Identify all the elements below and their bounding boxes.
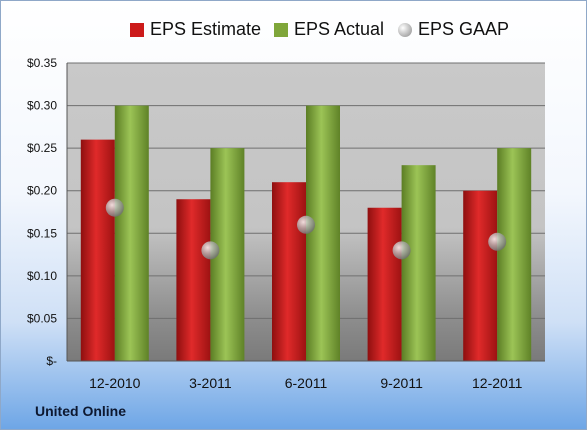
bar-eps-estimate (272, 182, 306, 361)
y-tick-label: $0.10 (27, 269, 57, 283)
bar-eps-actual (306, 105, 340, 361)
bars (80, 105, 532, 361)
legend-item-eps-actual: EPS Actual (274, 19, 384, 40)
gaap-marker (105, 198, 124, 217)
bar-eps-actual (114, 105, 149, 361)
gaap-marker (201, 241, 220, 260)
bar-eps-actual (497, 148, 532, 361)
gaap-marker (297, 215, 315, 234)
legend-swatch-green (274, 22, 288, 37)
y-tick-label: $0.15 (27, 226, 57, 240)
legend-item-eps-gaap: EPS GAAP (398, 19, 509, 40)
y-tick-label: $0.30 (27, 99, 57, 113)
bar-eps-actual (401, 165, 436, 361)
x-tick-label: 3-2011 (189, 375, 232, 391)
bar-eps-estimate (176, 199, 211, 361)
legend: EPS Estimate EPS Actual EPS GAAP (1, 19, 586, 41)
legend-swatch-red (130, 22, 144, 37)
x-tick-label: 12-2010 (89, 375, 141, 391)
company-name: United Online (35, 403, 126, 419)
x-axis: 12-2010 3-2011 6-2011 9-2011 12-2011 (67, 360, 545, 391)
legend-label: EPS GAAP (418, 19, 510, 39)
legend-marker-gray (398, 22, 412, 37)
gaap-marker (392, 241, 411, 260)
x-tick-label: 12-2011 (472, 375, 523, 391)
y-tick-label: $0.25 (27, 141, 57, 155)
x-tick-label: 6-2011 (285, 375, 328, 391)
y-axis: $- $0.05 $0.10 $0.15 $0.20 $0.25 $0.30 $0.35 (27, 56, 68, 368)
legend-item-eps-estimate: EPS Estimate (130, 19, 261, 40)
x-tick-label: 9-2011 (380, 375, 423, 391)
y-tick-label: $- (46, 354, 57, 368)
y-tick-label: $0.20 (27, 184, 57, 198)
y-tick-label: $0.35 (27, 56, 57, 70)
bar-eps-estimate (80, 139, 115, 361)
gaap-marker (488, 232, 507, 251)
legend-label: EPS Estimate (150, 19, 262, 39)
y-tick-label: $0.05 (27, 311, 57, 325)
gaap-markers (105, 198, 507, 260)
legend-label: EPS Actual (294, 19, 385, 39)
bar-eps-estimate (367, 207, 402, 361)
bar-eps-estimate (463, 190, 498, 361)
